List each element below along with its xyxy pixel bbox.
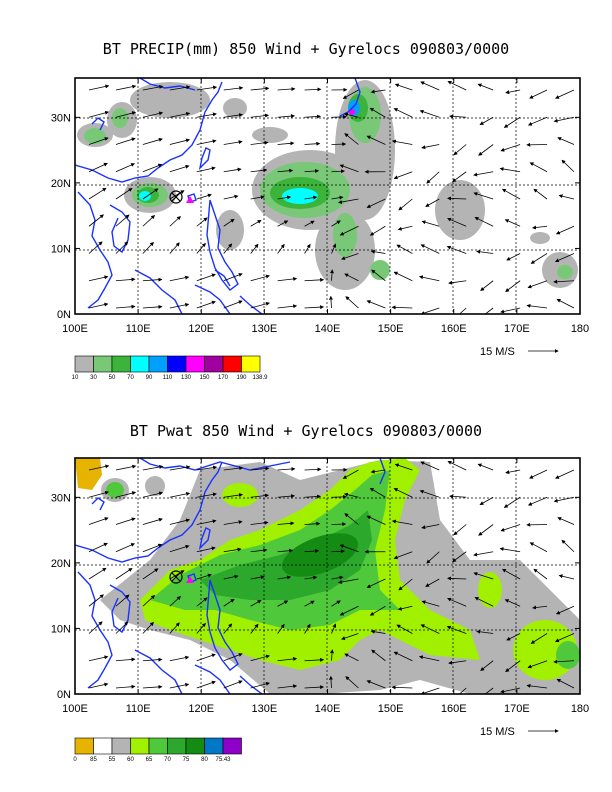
x-tick-label: 150E: [378, 703, 404, 715]
y-tick-label: 10N: [51, 243, 71, 255]
colorbar-label: 30: [90, 375, 97, 381]
y-tick-label: 30N: [51, 492, 71, 504]
colorbar-swatch: [242, 356, 261, 372]
y-tick-label: 0N: [57, 689, 71, 701]
x-tick-label: 170E: [504, 703, 530, 715]
x-tick-label: 140E: [315, 703, 341, 715]
x-tick-label: 150E: [378, 323, 404, 335]
panel1-reference-vector: 15 M/S: [480, 346, 558, 358]
x-tick-label: 170E: [504, 323, 530, 335]
colorbar-swatch: [223, 356, 242, 372]
colorbar-swatch: [205, 356, 224, 372]
colorbar-swatch: [75, 738, 94, 754]
colorbar-label: 150: [199, 375, 210, 381]
colorbar-label: 90: [146, 375, 153, 381]
colorbar-swatch: [149, 738, 168, 754]
y-tick-label: 20N: [51, 558, 71, 570]
x-tick-label: 160E: [441, 703, 467, 715]
colorbar-swatch: [94, 356, 113, 372]
colorbar-label: 75: [183, 757, 190, 763]
colorbar-swatch: [168, 738, 187, 754]
colorbar-swatch: [186, 738, 205, 754]
y-tick-label: 20N: [51, 178, 71, 190]
x-tick-label: 100E: [62, 323, 88, 335]
colorbar-swatch: [168, 356, 187, 372]
colorbar-label: 85: [90, 757, 97, 763]
y-tick-label: 10N: [51, 623, 71, 635]
panel2-reference-vector: 15 M/S: [480, 726, 558, 738]
colorbar-label: 60: [127, 757, 134, 763]
colorbar-label: 170: [218, 375, 229, 381]
x-tick-label: 110E: [126, 703, 151, 715]
wind-vector: [332, 524, 346, 525]
panel1-map: [75, 78, 580, 319]
colorbar-label: 0: [73, 757, 77, 763]
colorbar-swatch: [131, 356, 150, 372]
colorbar-label: 70: [164, 757, 171, 763]
x-tick-label: 120E: [188, 323, 214, 335]
wind-vector: [332, 144, 346, 145]
colorbar-label: 50: [109, 375, 116, 381]
colorbar-swatch: [186, 356, 205, 372]
colorbar-label: 138.9: [252, 375, 268, 381]
y-tick-label: 30N: [51, 112, 71, 124]
colorbar-swatch: [149, 356, 168, 372]
x-tick-label: 130E: [252, 703, 278, 715]
colorbar-label: 80: [201, 757, 208, 763]
x-tick-label: 100E: [62, 703, 88, 715]
panel2-ref-label: 15 M/S: [480, 726, 515, 738]
colorbar-swatch: [112, 356, 131, 372]
colorbar-label: 110: [163, 375, 173, 381]
x-tick-label: 140E: [315, 323, 341, 335]
colorbar-label: 10: [72, 375, 79, 381]
x-tick-label: 160E: [441, 323, 467, 335]
x-tick-label: 110E: [126, 323, 151, 335]
colorbar-swatch: [75, 356, 94, 372]
colorbar-label: 75.43: [215, 757, 231, 763]
colorbar-label: 70: [127, 375, 134, 381]
colorbar-label: 65: [146, 757, 153, 763]
colorbar-swatch: [94, 738, 113, 754]
colorbar-swatch: [112, 738, 131, 754]
colorbar-swatch: [131, 738, 150, 754]
colorbar-label: 130: [181, 375, 192, 381]
colorbar-swatch: [223, 738, 242, 754]
panel2-map: [75, 458, 580, 699]
panel1-colorbar: 10 30 50 70 90 110 130 150 170 190 138.9: [72, 356, 269, 381]
x-tick-label: 120E: [188, 703, 214, 715]
x-tick-label: 130E: [252, 323, 278, 335]
x-tick-label: 180: [571, 323, 589, 335]
colorbar-swatch: [205, 738, 224, 754]
panel1-ref-label: 15 M/S: [480, 346, 515, 358]
panel2-colorbar: 0 85 55 60 65 70 75 80 75.43: [73, 738, 241, 763]
x-tick-label: 180: [571, 703, 589, 715]
colorbar-label: 190: [236, 375, 247, 381]
colorbar-label: 55: [109, 757, 116, 763]
y-tick-label: 0N: [57, 309, 71, 321]
